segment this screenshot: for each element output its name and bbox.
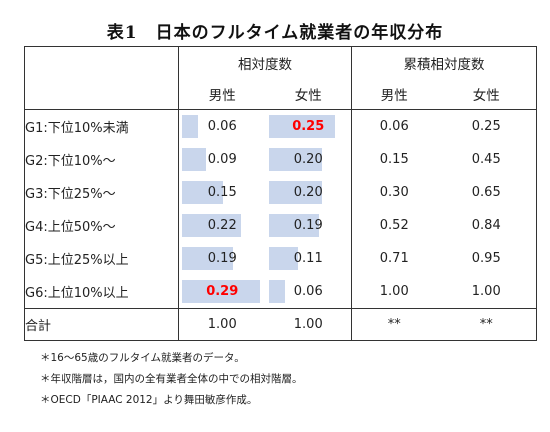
row-label: G1:下位10%未満 xyxy=(24,109,179,143)
cum-female-value: 0.45 xyxy=(436,143,537,176)
cum-female-header: 女性 xyxy=(436,78,537,110)
female-value: 0.20 xyxy=(293,185,323,200)
cum-male-value: 0.06 xyxy=(351,109,437,143)
cum-male-value: 0.30 xyxy=(351,176,437,209)
male-value: 0.09 xyxy=(207,152,237,167)
row-label: G3:下位25%～ xyxy=(24,176,179,209)
female-value: 0.20 xyxy=(293,152,323,167)
male-cell: 0.22 xyxy=(178,209,266,242)
table-row: G6:上位10%以上 0.29 0.06 1.00 1.00 xyxy=(24,275,537,309)
cum-female-value: 0.95 xyxy=(436,242,537,275)
male-bar xyxy=(182,247,234,270)
female-value: 0.19 xyxy=(293,218,323,233)
total-label: 合計 xyxy=(24,308,179,341)
female-value: 0.25 xyxy=(292,119,325,134)
male-bar xyxy=(182,280,261,303)
total-female: 1.00 xyxy=(265,308,352,341)
male-value: 0.22 xyxy=(207,218,237,233)
female-cell: 0.06 xyxy=(266,275,352,309)
male-header: 男性 xyxy=(178,78,266,110)
male-bar xyxy=(182,181,223,204)
female-value: 0.11 xyxy=(293,251,323,266)
cum-female-value: 0.84 xyxy=(436,209,537,242)
footnote: ＊OECD「PIAAC 2012」より舞田敏彦作成。 xyxy=(40,394,258,406)
cum-female-value: 0.65 xyxy=(436,176,537,209)
female-bar xyxy=(268,181,322,204)
table-row: G4:上位50%～ 0.22 0.19 0.52 0.84 xyxy=(24,209,537,242)
relative-frequency-header: 相対度数 xyxy=(178,46,352,78)
footnotes: ＊16～65歳のフルタイム就業者のデータ。 ＊年収階層は，国内の全有業者全体の中… xyxy=(40,348,303,411)
male-value: 0.29 xyxy=(206,284,239,299)
female-bar xyxy=(268,115,336,138)
footnote: ＊16～65歳のフルタイム就業者のデータ。 xyxy=(40,352,245,364)
male-cell: 0.29 xyxy=(178,275,266,309)
female-bar xyxy=(268,247,298,270)
cumulative-frequency-header: 累積相対度数 xyxy=(351,46,537,78)
female-header: 女性 xyxy=(265,78,352,110)
total-cum-male: ** xyxy=(351,308,437,341)
female-cell: 0.20 xyxy=(266,143,352,176)
male-bar xyxy=(182,115,199,138)
table-title: 表1 日本のフルタイム就業者の年収分布 xyxy=(106,23,444,43)
cum-male-value: 0.15 xyxy=(351,143,437,176)
male-bar xyxy=(182,214,242,237)
total-row: 合計 1.00 1.00 ** ** xyxy=(24,308,537,341)
female-cell: 0.20 xyxy=(266,176,352,209)
cum-male-header: 男性 xyxy=(351,78,437,110)
male-bar xyxy=(182,148,207,171)
female-cell: 0.19 xyxy=(266,209,352,242)
total-cum-female: ** xyxy=(436,308,537,341)
female-cell: 0.25 xyxy=(266,110,352,144)
cum-female-value: 0.25 xyxy=(436,109,537,143)
cum-male-value: 0.52 xyxy=(351,209,437,242)
male-cell: 0.09 xyxy=(178,143,266,176)
male-value: 0.19 xyxy=(207,251,237,266)
male-cell: 0.19 xyxy=(178,242,266,275)
male-value: 0.15 xyxy=(207,185,237,200)
table-row: G1:下位10%未満 0.06 0.25 0.06 0.25 xyxy=(24,109,537,144)
cum-male-value: 1.00 xyxy=(351,275,437,309)
row-label: G5:上位25%以上 xyxy=(24,242,179,275)
male-cell: 0.06 xyxy=(178,109,266,143)
row-label: G2:下位10%～ xyxy=(24,143,179,176)
female-cell: 0.11 xyxy=(266,242,352,275)
cum-female-value: 1.00 xyxy=(436,275,537,309)
income-distribution-table: 相対度数 累積相対度数 男性 女性 男性 女性 G1:下位10%未満 0.06 … xyxy=(24,46,537,341)
cum-male-value: 0.71 xyxy=(351,242,437,275)
male-cell: 0.15 xyxy=(178,176,266,209)
total-male: 1.00 xyxy=(178,308,266,341)
row-label: G4:上位50%～ xyxy=(24,209,179,242)
female-bar xyxy=(268,280,285,303)
female-value: 0.06 xyxy=(293,284,323,299)
male-value: 0.06 xyxy=(207,119,237,134)
female-bar xyxy=(268,148,322,171)
table-row: G5:上位25%以上 0.19 0.11 0.71 0.95 xyxy=(24,242,537,275)
table-row: G3:下位25%～ 0.15 0.20 0.30 0.65 xyxy=(24,176,537,209)
female-bar xyxy=(268,214,320,237)
corner-cell xyxy=(24,46,179,110)
footnote: ＊年収階層は，国内の全有業者全体の中での相対階層。 xyxy=(40,373,303,385)
row-label: G6:上位10%以上 xyxy=(24,275,179,309)
table-row: G2:下位10%～ 0.09 0.20 0.15 0.45 xyxy=(24,143,537,176)
